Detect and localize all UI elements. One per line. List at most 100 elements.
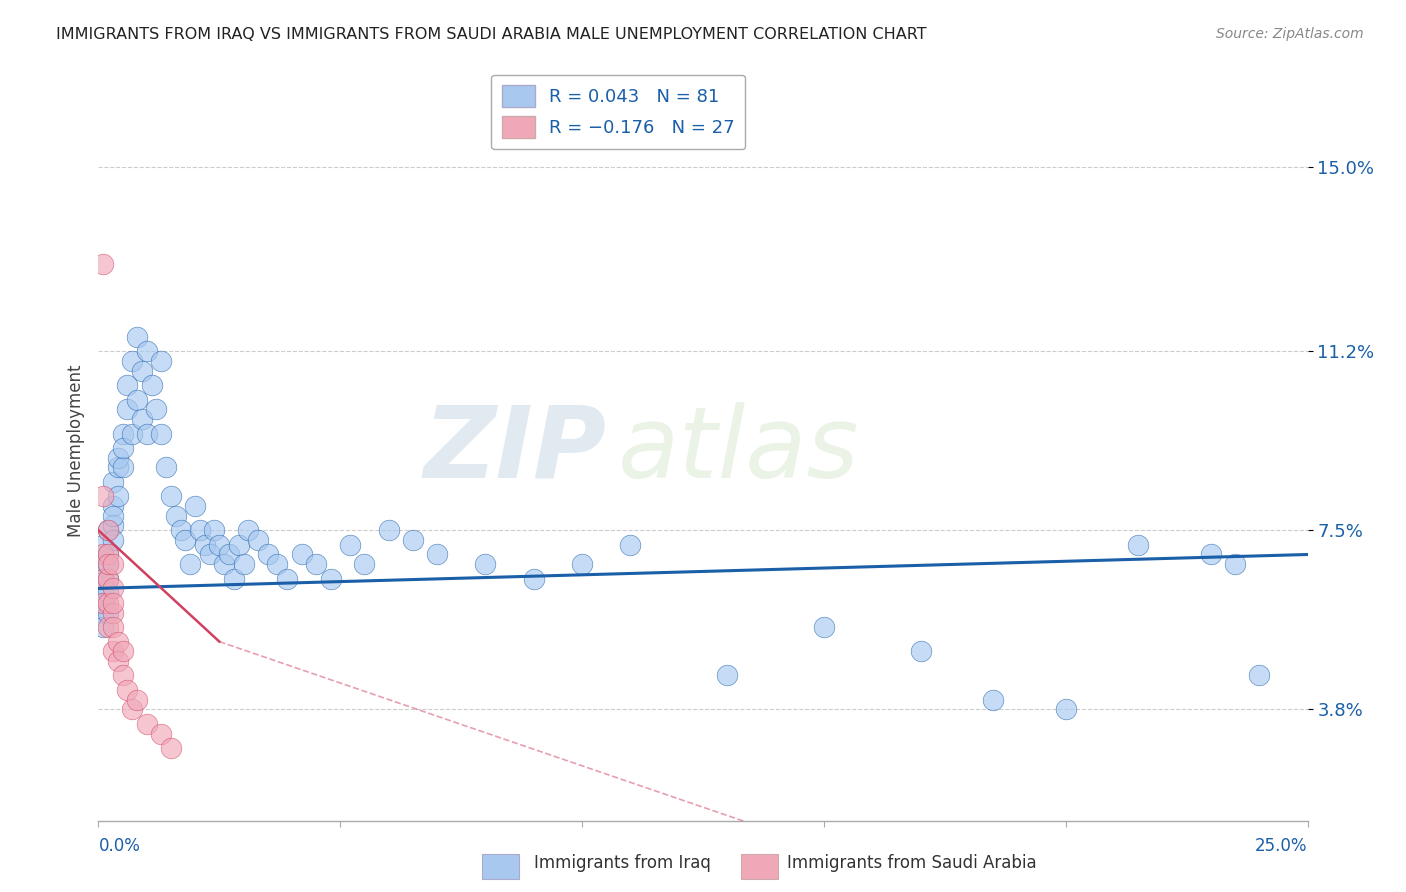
Point bbox=[981, 692, 1004, 706]
Point bbox=[150, 354, 173, 368]
Point bbox=[174, 533, 197, 547]
Point bbox=[165, 508, 187, 523]
Point bbox=[619, 538, 641, 552]
Point bbox=[101, 606, 124, 620]
Point bbox=[813, 620, 835, 634]
Point bbox=[910, 644, 932, 658]
Point bbox=[402, 533, 425, 547]
Point bbox=[91, 572, 114, 586]
Point bbox=[474, 557, 496, 571]
Text: Immigrants from Saudi Arabia: Immigrants from Saudi Arabia bbox=[787, 855, 1038, 872]
Point bbox=[101, 508, 124, 523]
Point bbox=[155, 460, 177, 475]
Point bbox=[228, 538, 250, 552]
Point bbox=[290, 548, 312, 562]
Point bbox=[91, 596, 114, 610]
Point bbox=[135, 426, 157, 441]
Point bbox=[97, 524, 120, 538]
Legend: R = 0.043   N = 81, R = −0.176   N = 27: R = 0.043 N = 81, R = −0.176 N = 27 bbox=[491, 75, 745, 149]
Point bbox=[169, 524, 191, 538]
Point bbox=[1223, 557, 1246, 571]
Point bbox=[101, 533, 124, 547]
Point bbox=[101, 582, 124, 596]
Text: Immigrants from Iraq: Immigrants from Iraq bbox=[534, 855, 711, 872]
Point bbox=[91, 572, 114, 586]
Point bbox=[131, 412, 153, 426]
Point bbox=[523, 572, 546, 586]
Point bbox=[127, 330, 149, 344]
Point bbox=[97, 557, 120, 571]
Point bbox=[91, 538, 114, 552]
Point bbox=[97, 548, 120, 562]
Point bbox=[127, 692, 149, 706]
Point bbox=[150, 726, 173, 740]
Point bbox=[97, 586, 120, 600]
Point bbox=[179, 557, 201, 571]
Point bbox=[91, 557, 114, 571]
Point bbox=[97, 557, 120, 571]
Point bbox=[97, 524, 120, 538]
Point bbox=[208, 538, 231, 552]
Point bbox=[1249, 668, 1271, 682]
Point bbox=[204, 524, 226, 538]
Point bbox=[97, 620, 120, 634]
Point bbox=[91, 257, 114, 271]
Point bbox=[117, 683, 139, 698]
Point bbox=[1054, 702, 1077, 716]
Point bbox=[107, 450, 129, 465]
Point bbox=[1128, 538, 1150, 552]
Point bbox=[101, 620, 124, 634]
Point bbox=[101, 499, 124, 513]
Point bbox=[571, 557, 593, 571]
Y-axis label: Male Unemployment: Male Unemployment bbox=[66, 364, 84, 537]
Point bbox=[131, 363, 153, 377]
Point bbox=[256, 548, 278, 562]
Text: 25.0%: 25.0% bbox=[1256, 838, 1308, 855]
Point bbox=[97, 572, 120, 586]
Point bbox=[91, 490, 114, 504]
Point bbox=[97, 572, 120, 586]
Point bbox=[111, 644, 134, 658]
Point bbox=[194, 538, 217, 552]
Text: 0.0%: 0.0% bbox=[98, 838, 141, 855]
Point bbox=[1199, 548, 1222, 562]
Point bbox=[218, 548, 240, 562]
Point bbox=[198, 548, 221, 562]
Point bbox=[117, 402, 139, 417]
Point bbox=[238, 524, 260, 538]
Point bbox=[117, 378, 139, 392]
Point bbox=[426, 548, 449, 562]
Point bbox=[145, 402, 167, 417]
Point bbox=[91, 586, 114, 600]
Point bbox=[121, 354, 143, 368]
Point bbox=[339, 538, 361, 552]
Point bbox=[107, 490, 129, 504]
Point bbox=[135, 344, 157, 359]
Point bbox=[107, 654, 129, 668]
Point bbox=[91, 596, 114, 610]
Point bbox=[121, 702, 143, 716]
Point bbox=[184, 499, 207, 513]
Point bbox=[305, 557, 328, 571]
Point bbox=[276, 572, 298, 586]
Point bbox=[212, 557, 235, 571]
Point bbox=[101, 475, 124, 489]
Point bbox=[141, 378, 163, 392]
Point bbox=[150, 426, 173, 441]
Point bbox=[111, 668, 134, 682]
Text: atlas: atlas bbox=[619, 402, 860, 499]
Point bbox=[377, 524, 399, 538]
Point bbox=[111, 441, 134, 455]
Point bbox=[101, 644, 124, 658]
Point bbox=[716, 668, 738, 682]
Point bbox=[97, 606, 120, 620]
Point bbox=[91, 606, 114, 620]
Point bbox=[247, 533, 270, 547]
Text: ZIP: ZIP bbox=[423, 402, 606, 499]
Point bbox=[232, 557, 254, 571]
Point bbox=[97, 596, 120, 610]
Point bbox=[160, 741, 183, 756]
Text: Source: ZipAtlas.com: Source: ZipAtlas.com bbox=[1216, 27, 1364, 41]
Point bbox=[107, 634, 129, 648]
Point bbox=[135, 717, 157, 731]
